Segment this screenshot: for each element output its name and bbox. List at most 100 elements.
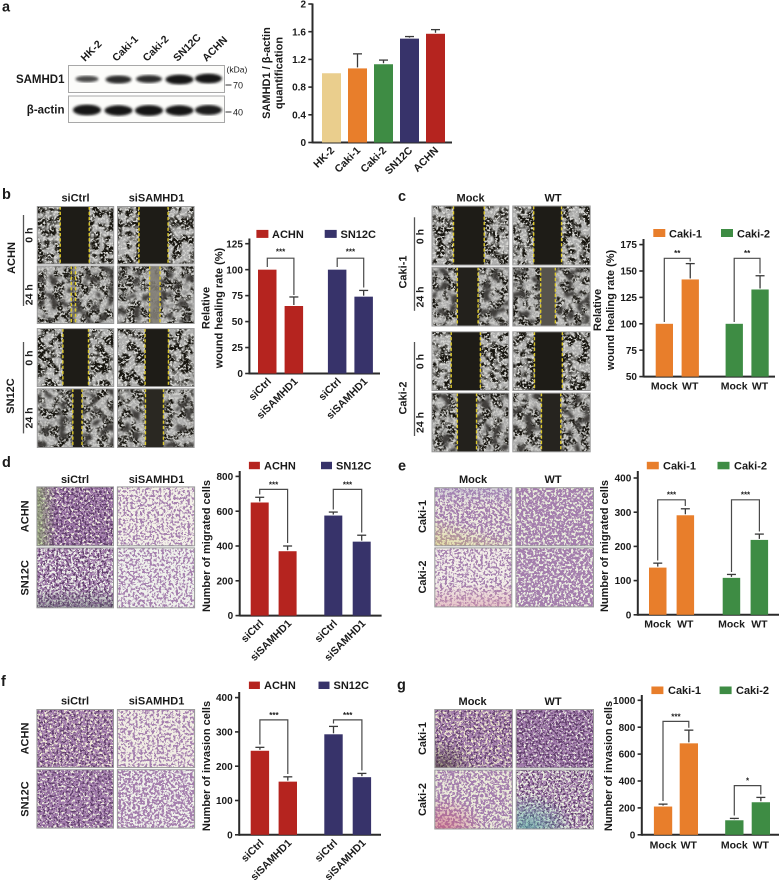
- svg-text:***: ***: [276, 248, 286, 257]
- svg-text:b: b: [2, 187, 11, 203]
- svg-text:200: 200: [615, 542, 632, 553]
- svg-text:a: a: [2, 0, 11, 16]
- svg-text:100: 100: [615, 576, 632, 587]
- svg-text:***: ***: [346, 248, 356, 257]
- svg-text:400: 400: [217, 542, 234, 553]
- svg-text:SN12C: SN12C: [5, 378, 17, 414]
- svg-text:400: 400: [619, 777, 636, 788]
- svg-text:Number of migrated cells: Number of migrated cells: [599, 480, 611, 612]
- svg-text:75: 75: [232, 291, 244, 302]
- svg-text:***: ***: [741, 491, 751, 500]
- svg-text:100: 100: [216, 796, 233, 807]
- svg-text:150: 150: [620, 267, 637, 278]
- svg-text:Relative: Relative: [592, 289, 604, 331]
- svg-text:*: *: [746, 777, 750, 786]
- svg-text:25: 25: [232, 343, 244, 354]
- svg-text:1.6: 1.6: [292, 27, 306, 38]
- svg-text:SN12C: SN12C: [20, 781, 32, 817]
- svg-text:Mock: Mock: [718, 619, 745, 631]
- svg-text:300: 300: [216, 728, 233, 739]
- svg-text:***: ***: [343, 711, 353, 720]
- svg-text:0 h: 0 h: [415, 229, 427, 244]
- svg-text:WT: WT: [681, 840, 698, 852]
- svg-text:300: 300: [615, 508, 632, 519]
- svg-text:Caki-1: Caki-1: [668, 685, 701, 697]
- svg-text:Mock: Mock: [650, 840, 677, 852]
- svg-text:siSAMHD1: siSAMHD1: [129, 193, 185, 205]
- svg-text:siSAMHD1: siSAMHD1: [129, 696, 185, 708]
- svg-text:ACHN: ACHN: [6, 242, 18, 274]
- svg-text:wound healing rate (%): wound healing rate (%): [605, 249, 617, 371]
- svg-text:Caki-2: Caki-2: [417, 560, 429, 593]
- svg-text:800: 800: [217, 472, 234, 483]
- svg-text:***: ***: [269, 481, 279, 490]
- svg-text:ACHN: ACHN: [264, 460, 296, 472]
- svg-text:Caki-1: Caki-1: [398, 255, 410, 288]
- svg-text:ACHN: ACHN: [411, 145, 441, 175]
- svg-text:Mock: Mock: [459, 696, 488, 708]
- svg-text:Mock: Mock: [457, 193, 486, 205]
- svg-text:WT: WT: [753, 840, 770, 852]
- svg-text:WT: WT: [751, 619, 768, 631]
- svg-text:800: 800: [619, 723, 636, 734]
- svg-text:Caki-2: Caki-2: [736, 685, 769, 697]
- svg-text:SN12C: SN12C: [20, 560, 32, 596]
- svg-text:**: **: [744, 249, 751, 258]
- svg-text:Caki-2: Caki-2: [141, 33, 172, 64]
- svg-text:SAMHD1 / β-actin: SAMHD1 / β-actin: [261, 27, 273, 119]
- svg-text:40: 40: [233, 108, 243, 118]
- svg-text:0.4: 0.4: [292, 110, 306, 121]
- svg-text:siSAMHD1: siSAMHD1: [129, 474, 185, 486]
- svg-text:Caki-1: Caki-1: [110, 33, 141, 64]
- svg-text:Caki-2: Caki-2: [737, 228, 770, 240]
- svg-text:siCtrl: siCtrl: [61, 696, 89, 708]
- svg-text:c: c: [398, 189, 406, 205]
- svg-text:0 h: 0 h: [415, 354, 427, 369]
- svg-text:0: 0: [626, 610, 632, 621]
- svg-text:400: 400: [216, 693, 233, 704]
- svg-text:d: d: [2, 455, 11, 471]
- svg-text:Mock: Mock: [721, 840, 748, 852]
- svg-text:0: 0: [228, 611, 234, 622]
- svg-text:0: 0: [300, 138, 306, 149]
- svg-text:200: 200: [216, 762, 233, 773]
- svg-text:HK-2: HK-2: [79, 38, 105, 64]
- svg-text:Caki-2: Caki-2: [398, 381, 410, 414]
- svg-text:ACHN: ACHN: [200, 34, 230, 64]
- svg-text:***: ***: [671, 713, 681, 722]
- svg-text:ACHN: ACHN: [20, 723, 32, 755]
- svg-text:125: 125: [620, 293, 637, 304]
- svg-text:ACHN: ACHN: [20, 500, 32, 532]
- svg-text:Mock: Mock: [459, 474, 488, 486]
- svg-text:WT: WT: [752, 381, 769, 393]
- svg-text:β-actin: β-actin: [27, 105, 65, 117]
- svg-text:600: 600: [619, 750, 636, 761]
- svg-text:2: 2: [300, 0, 306, 11]
- svg-text:wound healing rate (%): wound healing rate (%): [214, 247, 226, 369]
- svg-text:400: 400: [615, 474, 632, 485]
- svg-text:(kDa): (kDa): [227, 65, 248, 75]
- svg-text:Mock: Mock: [721, 381, 748, 393]
- svg-text:***: ***: [269, 711, 279, 720]
- svg-text:100: 100: [620, 319, 637, 330]
- svg-text:Mock: Mock: [644, 619, 671, 631]
- svg-text:0: 0: [227, 830, 233, 841]
- svg-text:SN12C: SN12C: [336, 460, 372, 472]
- svg-text:Caki-1: Caki-1: [417, 722, 429, 755]
- svg-text:WT: WT: [682, 381, 699, 393]
- svg-text:50: 50: [232, 317, 244, 328]
- svg-text:200: 200: [217, 576, 234, 587]
- svg-text:WT: WT: [544, 193, 561, 205]
- svg-text:75: 75: [626, 346, 638, 357]
- svg-text:Caki-1: Caki-1: [669, 228, 702, 240]
- svg-text:70: 70: [233, 81, 243, 91]
- svg-text:g: g: [397, 678, 406, 694]
- svg-text:Number of migrated cells: Number of migrated cells: [201, 480, 213, 612]
- svg-text:SN12C: SN12C: [334, 680, 370, 692]
- svg-text:0 h: 0 h: [23, 350, 35, 365]
- svg-text:quantification: quantification: [274, 37, 286, 109]
- svg-text:WT: WT: [677, 619, 694, 631]
- svg-text:Mock: Mock: [651, 381, 678, 393]
- svg-text:SN12C: SN12C: [171, 31, 204, 64]
- svg-text:0: 0: [630, 830, 636, 841]
